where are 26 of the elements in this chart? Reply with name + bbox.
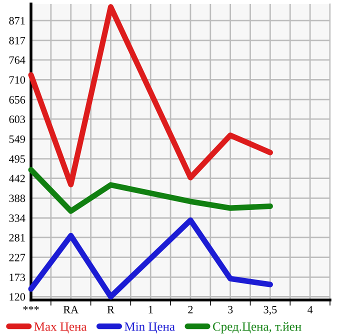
y-tick-label: 603 xyxy=(9,116,26,124)
legend-label: Max Цена xyxy=(34,322,87,334)
x-tick-label: R xyxy=(107,306,114,314)
y-tick-label: 442 xyxy=(8,174,25,182)
y-tick-label: 871 xyxy=(9,17,25,25)
x-tick-label: 3 xyxy=(228,306,233,314)
y-tick-label: 281 xyxy=(9,234,25,242)
y-tick-label: 549 xyxy=(9,135,25,143)
x-tick-label: 4 xyxy=(308,306,313,314)
x-tick-label: 2 xyxy=(188,306,193,314)
y-tick-label: 764 xyxy=(10,56,26,64)
y-tick-label: 495 xyxy=(8,155,26,163)
x-tick-label: 3,5 xyxy=(264,306,277,315)
y-tick-label: 173 xyxy=(10,274,26,282)
y-tick-label: 388 xyxy=(9,194,26,202)
y-tick-label: 334 xyxy=(9,214,26,222)
y-tick-label: 656 xyxy=(9,96,26,104)
legend-label: Min Цена xyxy=(124,322,175,334)
legend-label: Сред.Цена, т.йен xyxy=(213,322,302,334)
y-tick-label: 120 xyxy=(10,293,26,301)
x-tick-label: *** xyxy=(23,306,39,310)
x-tick-label: RA xyxy=(63,306,79,314)
x-tick-label: 1 xyxy=(148,306,153,314)
y-tick-label: 710 xyxy=(10,76,26,84)
y-tick-label: 817 xyxy=(9,36,26,44)
y-tick-label: 227 xyxy=(9,254,26,262)
